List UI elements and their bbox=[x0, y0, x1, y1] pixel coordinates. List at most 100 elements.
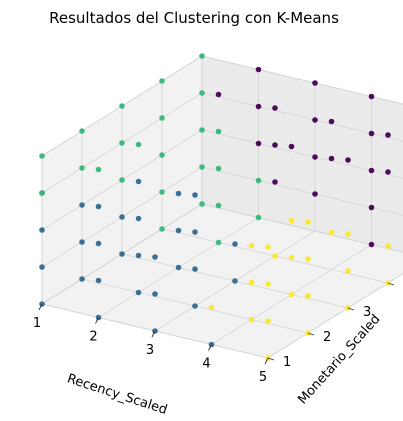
cluster-2-point bbox=[199, 90, 205, 96]
cluster-1-point bbox=[152, 254, 158, 260]
cluster-3-point bbox=[249, 280, 255, 286]
cluster-0-point bbox=[312, 154, 318, 160]
cluster-0-point bbox=[312, 80, 318, 86]
cluster-0-point bbox=[272, 179, 278, 185]
cluster-1-point bbox=[192, 192, 198, 198]
cluster-1-point bbox=[136, 216, 142, 222]
cluster-1-point bbox=[152, 291, 158, 297]
cluster-2-point bbox=[79, 128, 85, 134]
x-axis-label: Recency_Scaled bbox=[65, 371, 169, 418]
cluster-1-point bbox=[176, 228, 182, 234]
cluster-3-point bbox=[265, 281, 271, 287]
cluster-0-point bbox=[312, 191, 318, 197]
cluster-2-point bbox=[39, 190, 45, 196]
cluster-3-point bbox=[209, 305, 215, 311]
cluster-2-point bbox=[216, 240, 222, 246]
cluster-3-point bbox=[305, 219, 311, 225]
cluster-0-point bbox=[369, 94, 375, 100]
cluster-0-point bbox=[385, 132, 391, 138]
cluster-2-point bbox=[256, 215, 262, 221]
cluster-0-point bbox=[345, 157, 351, 163]
cluster-0-point bbox=[385, 169, 391, 175]
cluster-1-point bbox=[96, 204, 102, 210]
x-tick-label: 2 bbox=[89, 330, 97, 345]
cluster-3-point bbox=[305, 256, 311, 262]
cluster-0-point bbox=[216, 92, 222, 98]
cluster-1-point bbox=[136, 290, 142, 296]
cluster-1-point bbox=[96, 241, 102, 247]
cluster-1-point bbox=[176, 191, 182, 197]
cluster-1-point bbox=[136, 253, 142, 259]
cluster-0-point bbox=[312, 117, 318, 123]
cluster-1-point bbox=[39, 264, 45, 270]
cluster-2-point bbox=[159, 189, 165, 195]
cluster-2-point bbox=[119, 177, 125, 183]
cluster-2-point bbox=[216, 203, 222, 209]
cluster-3-point bbox=[345, 231, 351, 237]
cluster-2-point bbox=[256, 178, 262, 184]
y-tick-label: 1 bbox=[283, 355, 291, 370]
cluster-1-point bbox=[119, 251, 125, 257]
cluster-2-point bbox=[159, 152, 165, 158]
cluster-3-point bbox=[289, 218, 295, 224]
cluster-2-point bbox=[159, 78, 165, 84]
cluster-0-point bbox=[256, 141, 262, 147]
x-tick-label: 3 bbox=[146, 343, 154, 358]
cluster-2-point bbox=[159, 226, 165, 232]
cluster-2-point bbox=[159, 115, 165, 121]
cluster-0-point bbox=[329, 119, 335, 125]
cluster-0-point bbox=[369, 242, 375, 248]
cluster-1-point bbox=[79, 276, 85, 282]
cluster-1-point bbox=[119, 214, 125, 220]
cluster-2-point bbox=[199, 53, 205, 59]
cluster-2-point bbox=[216, 166, 222, 172]
chart-title: Resultados del Clustering con K-Means bbox=[49, 9, 339, 27]
cluster-1-point bbox=[176, 265, 182, 271]
cluster-1-point bbox=[192, 266, 198, 272]
x-tick-label: 5 bbox=[259, 370, 267, 385]
cluster-2-point bbox=[119, 103, 125, 109]
cluster-0-point bbox=[256, 67, 262, 73]
cluster-0-point bbox=[256, 104, 262, 110]
cluster-2-point bbox=[96, 167, 102, 173]
x-tick-label: 1 bbox=[33, 316, 41, 331]
cluster-2-point bbox=[39, 153, 45, 159]
cluster-3-point bbox=[345, 268, 351, 274]
cluster-3-point bbox=[305, 293, 311, 299]
cluster-0-point bbox=[369, 205, 375, 211]
cluster-3-point bbox=[272, 253, 278, 259]
cluster-2-point bbox=[79, 165, 85, 171]
cluster-1-point bbox=[79, 239, 85, 245]
cluster-1-point bbox=[96, 278, 102, 284]
cluster-1-point bbox=[192, 229, 198, 235]
cluster-1-point bbox=[232, 278, 238, 284]
cluster-3-point bbox=[329, 230, 335, 236]
cluster-1-point bbox=[39, 227, 45, 233]
cluster-2-point bbox=[199, 201, 205, 207]
cluster-2-point bbox=[199, 127, 205, 133]
cluster-2-point bbox=[216, 129, 222, 135]
cluster-3-point bbox=[265, 318, 271, 324]
cluster-1-point bbox=[232, 241, 238, 247]
cluster-3-point bbox=[289, 255, 295, 261]
cluster-2-point bbox=[136, 142, 142, 148]
y-tick-label: 2 bbox=[323, 330, 331, 345]
cluster-0-point bbox=[272, 105, 278, 111]
cluster-2-point bbox=[119, 140, 125, 146]
cluster-1-point bbox=[192, 303, 198, 309]
x-tick-label: 4 bbox=[202, 357, 210, 372]
cluster-1-point bbox=[79, 202, 85, 208]
cluster-3-point bbox=[249, 317, 255, 323]
cluster-3-point bbox=[249, 243, 255, 249]
cluster-0-point bbox=[369, 131, 375, 137]
cluster-0-point bbox=[289, 144, 295, 150]
cluster-0-point bbox=[272, 142, 278, 148]
cluster-2-point bbox=[199, 164, 205, 170]
cluster-0-point bbox=[329, 156, 335, 162]
cluster-1-point bbox=[136, 179, 142, 185]
cluster-0-point bbox=[369, 168, 375, 174]
cluster-3-point bbox=[265, 244, 271, 250]
cluster-3-point bbox=[289, 292, 295, 298]
cluster-3-point bbox=[385, 243, 391, 249]
